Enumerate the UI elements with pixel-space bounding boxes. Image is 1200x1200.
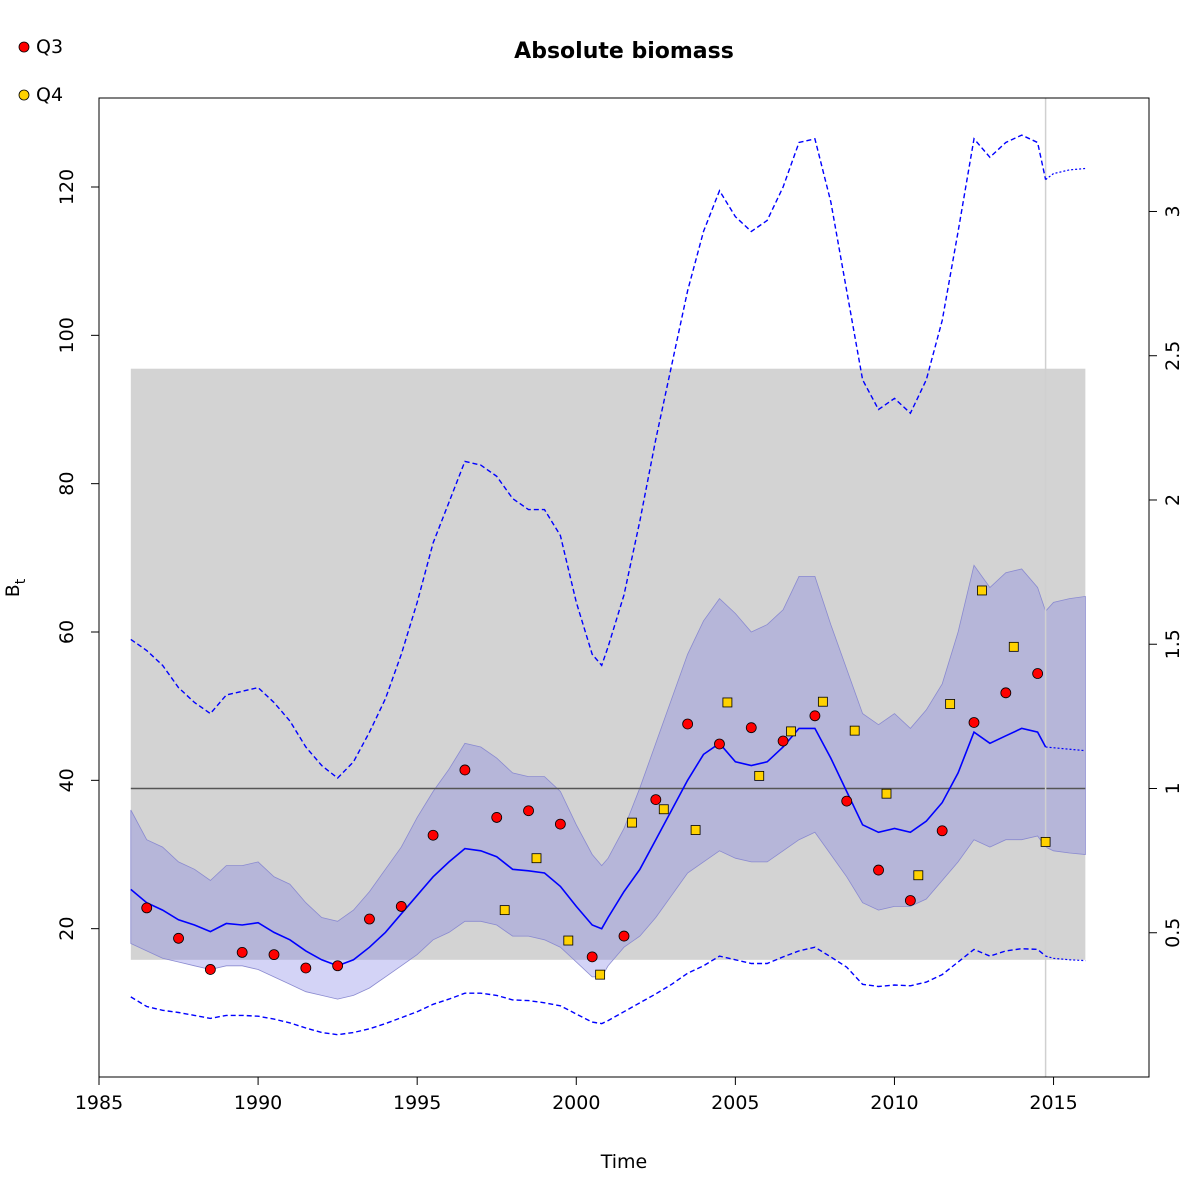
- q3-point: [650, 794, 662, 806]
- q3-point: [300, 962, 312, 974]
- q3-point: [332, 960, 344, 972]
- q3-point: [1032, 668, 1044, 679]
- legend: Q3 Q4: [18, 36, 63, 106]
- right-tick-label: 3: [1162, 205, 1184, 217]
- y-axis-label: Bt: [2, 578, 29, 597]
- q4-point: [786, 726, 796, 737]
- upper-bound-forecast: [1045, 167, 1086, 181]
- legend-q4-label: Q4: [36, 84, 63, 106]
- q4-point: [690, 825, 701, 835]
- q4-point: [913, 870, 924, 881]
- q3-point: [873, 864, 884, 876]
- x-tick-label: 1990: [234, 1092, 282, 1114]
- q3-point: [554, 818, 566, 830]
- q3-point: [204, 964, 216, 975]
- q4-point: [722, 697, 733, 708]
- q4-point: [627, 817, 637, 828]
- x-tick-label: 2015: [1029, 1092, 1077, 1114]
- q4-point: [817, 696, 828, 707]
- x-axis-label: Time: [600, 1151, 648, 1173]
- line-layer: [130, 98, 1086, 1077]
- q4-point: [531, 853, 542, 864]
- legend-q3-label: Q3: [36, 36, 63, 58]
- confidence-band: [130, 564, 1086, 1000]
- median-forecast: [1045, 746, 1086, 752]
- q3-point: [236, 947, 248, 958]
- q4-point: [881, 788, 892, 799]
- q3-point: [841, 795, 853, 807]
- reference-band: [130, 368, 1086, 960]
- q3-point: [427, 829, 439, 841]
- legend-q3-marker: [18, 41, 30, 53]
- lower-bound-forecast: [1045, 955, 1086, 962]
- q3-point: [936, 825, 948, 837]
- q3-point: [618, 930, 630, 942]
- q3-point: [809, 710, 821, 722]
- y-tick-label: 20: [56, 917, 78, 941]
- q3-point: [173, 932, 184, 944]
- x-tick-label: 2005: [711, 1092, 759, 1114]
- q3-point: [714, 738, 725, 750]
- y-tick-label: 40: [56, 768, 78, 792]
- q3-point: [682, 718, 694, 730]
- right-tick-label: 2: [1162, 494, 1184, 506]
- y-axis-label-main: B: [2, 584, 24, 597]
- q3-point: [364, 913, 375, 925]
- x-tick-label: 1985: [75, 1092, 123, 1114]
- q3-point: [1000, 687, 1012, 699]
- q3-point: [268, 949, 280, 961]
- median-line: [130, 727, 1047, 967]
- axes-layer: 1985 1990 1995 2000 2005 2010 2015 20 40 60 80 100 1…: [56, 169, 1184, 1114]
- y-tick-label: 60: [56, 620, 78, 644]
- fill-layer: [130, 368, 1086, 1000]
- q3-point: [586, 951, 598, 963]
- q3-point: [141, 902, 153, 914]
- q3-point: [491, 812, 503, 823]
- chart-title: Absolute biomass: [514, 39, 734, 64]
- right-tick-label: 0.5: [1162, 918, 1184, 948]
- right-tick-label: 1.5: [1162, 629, 1184, 659]
- q4-point: [977, 585, 987, 596]
- point-layer: [141, 585, 1051, 980]
- q3-point: [777, 735, 789, 747]
- y-tick-label: 100: [56, 317, 78, 353]
- y-axis-label-subscript: t: [13, 578, 29, 584]
- y-tick-label: 120: [56, 169, 78, 205]
- x-tick-label: 2000: [552, 1092, 600, 1114]
- q4-point: [1040, 836, 1051, 847]
- lower-bound-line: [130, 946, 1047, 1036]
- q4-point: [595, 969, 606, 980]
- q3-point: [523, 805, 534, 817]
- right-tick-label: 2.5: [1162, 341, 1184, 371]
- q4-point: [1008, 641, 1019, 652]
- q3-point: [968, 717, 980, 728]
- q4-point: [563, 935, 574, 946]
- q4-point: [754, 770, 765, 781]
- q4-point: [945, 699, 956, 709]
- q3-point: [395, 901, 407, 912]
- q3-point: [745, 722, 757, 734]
- q3-point: [904, 895, 916, 906]
- q3-point: [459, 764, 471, 776]
- x-tick-label: 2010: [870, 1092, 918, 1114]
- q4-point: [658, 804, 669, 815]
- legend-q4-marker: [18, 89, 30, 101]
- upper-bound-line: [130, 134, 1047, 780]
- right-tick-label: 1: [1162, 782, 1184, 794]
- y-tick-label: 80: [56, 472, 78, 496]
- q4-point: [849, 725, 860, 736]
- q4-point: [499, 905, 510, 916]
- x-tick-label: 1995: [393, 1092, 441, 1114]
